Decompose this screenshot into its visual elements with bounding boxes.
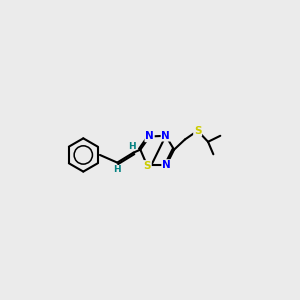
Text: S: S [143,161,151,171]
Text: N: N [161,131,170,141]
Text: N: N [162,160,171,170]
Text: N: N [145,131,154,142]
Text: S: S [194,126,201,136]
Text: H: H [128,142,136,151]
Text: H: H [113,165,121,174]
